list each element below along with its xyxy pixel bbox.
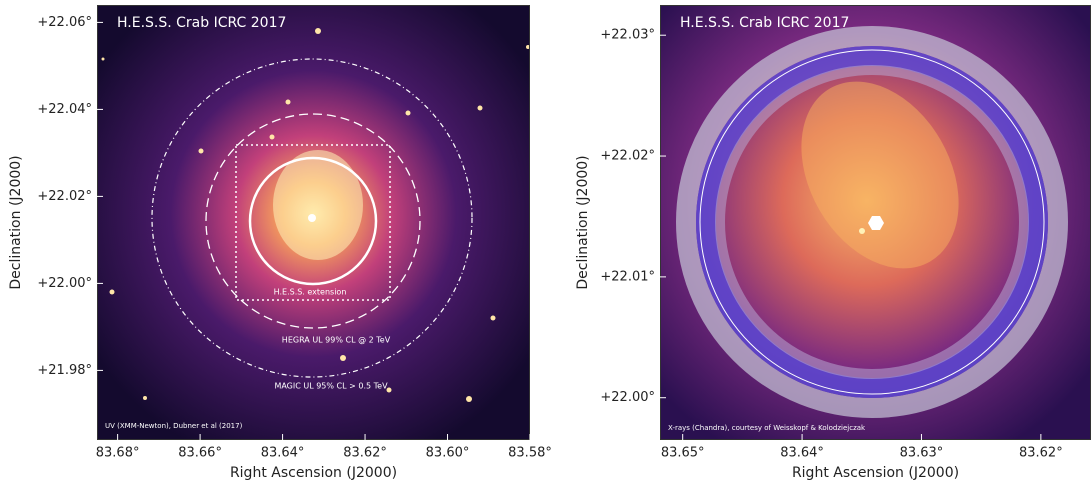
panel-1-image bbox=[97, 5, 530, 440]
x-tick-label: 83.60° bbox=[426, 446, 470, 461]
panel-1-frame bbox=[97, 5, 530, 440]
panel-title: H.E.S.S. Crab ICRC 2017 bbox=[680, 15, 849, 31]
annotation: MAGIC UL 95% CL > 0.5 TeV bbox=[274, 382, 388, 391]
y-tick-label: +22.03° bbox=[600, 28, 655, 43]
y-tick-label: +22.01° bbox=[600, 269, 655, 284]
y-tick-label: +22.00° bbox=[600, 390, 655, 405]
y-axis-label: Declination (J2000) bbox=[8, 155, 24, 289]
x-tick-label: 83.62° bbox=[343, 446, 387, 461]
credit: X-rays (Chandra), courtesy of Weisskopf … bbox=[668, 424, 866, 432]
x-tick-label: 83.62° bbox=[1019, 446, 1063, 461]
annotation: H.E.S.S. extension bbox=[274, 288, 347, 297]
x-tick-label: 83.64° bbox=[780, 446, 824, 461]
x-tick-label: 83.58° bbox=[508, 446, 552, 461]
x-tick-label: 83.68° bbox=[96, 446, 140, 461]
x-tick-label: 83.63° bbox=[900, 446, 944, 461]
y-tick-label: +22.00° bbox=[37, 276, 92, 291]
panel-2-image bbox=[660, 5, 1091, 440]
y-tick-label: +21.98° bbox=[37, 363, 92, 378]
y-tick-label: +22.02° bbox=[37, 189, 92, 204]
x-tick-label: 83.66° bbox=[178, 446, 222, 461]
y-axis-label: Declination (J2000) bbox=[575, 155, 591, 289]
x-tick-label: 83.64° bbox=[261, 446, 305, 461]
x-axis-label: Right Ascension (J2000) bbox=[230, 465, 397, 481]
y-tick-label: +22.06° bbox=[37, 15, 92, 30]
y-tick-label: +22.02° bbox=[600, 149, 655, 164]
y-tick-label: +22.04° bbox=[37, 102, 92, 117]
x-axis-label: Right Ascension (J2000) bbox=[792, 465, 959, 481]
credit: UV (XMM-Newton), Dubner et al (2017) bbox=[105, 422, 243, 430]
x-tick-label: 83.65° bbox=[661, 446, 705, 461]
panel-title: H.E.S.S. Crab ICRC 2017 bbox=[117, 15, 286, 31]
annotation: HEGRA UL 99% CL @ 2 TeV bbox=[282, 336, 391, 345]
